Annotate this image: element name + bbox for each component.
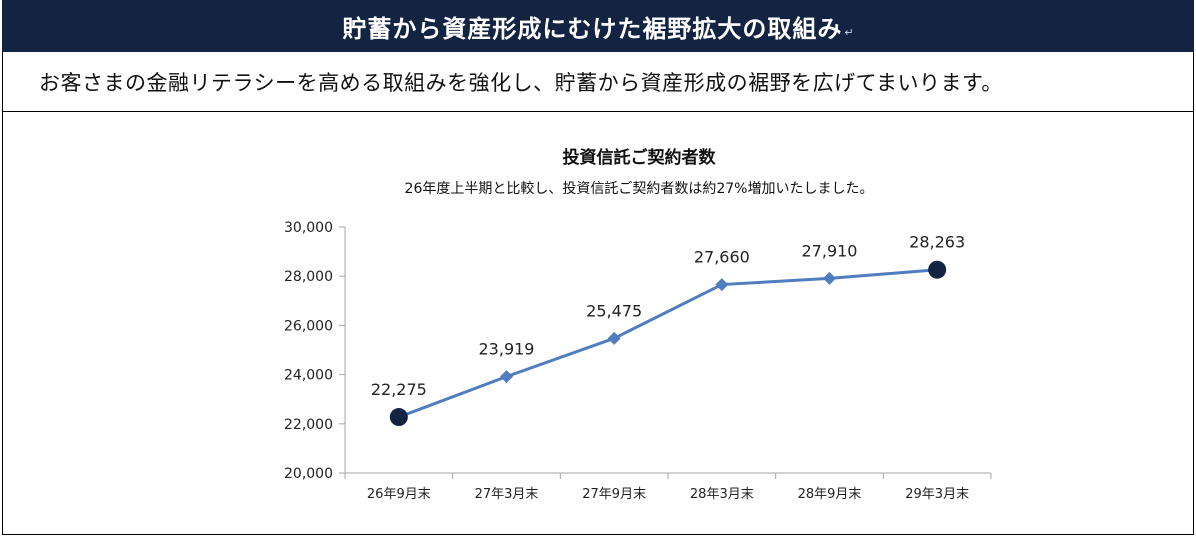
data-label: 27,910 — [802, 241, 858, 260]
y-tick-label: 22,000 — [284, 417, 333, 433]
data-label: 23,919 — [479, 340, 535, 359]
data-point — [715, 278, 729, 292]
y-tick-label: 26,000 — [284, 318, 333, 334]
data-point — [500, 370, 513, 384]
x-tick-label: 28年9月末 — [798, 487, 862, 502]
series-line — [398, 268, 938, 419]
header-bar: 貯蓄から資産形成にむけた裾野拡大の取組み ↵ — [2, 0, 1194, 52]
data-label: 22,275 — [371, 380, 427, 399]
y-tick-label: 28,000 — [284, 269, 333, 285]
x-tick-label: 29年3月末 — [905, 487, 969, 502]
y-tick-label: 30,000 — [284, 220, 333, 236]
data-point — [389, 408, 408, 427]
page-title: 貯蓄から資産形成にむけた裾野拡大の取組み — [342, 14, 843, 43]
intro-text: お客さまの金融リテラシーを高める取組みを強化し、貯蓄から資産形成の裾野を広げてま… — [39, 70, 1003, 95]
y-tick-label: 20,000 — [284, 466, 333, 482]
x-tick-label: 27年9月末 — [582, 487, 646, 502]
data-label: 28,263 — [909, 233, 965, 252]
chart-title: 投資信託ご契約者数 — [563, 147, 717, 168]
chart-panel: 投資信託ご契約者数 26年度上半期と比較し、投資信託ご契約者数は約27%増加いた… — [2, 111, 1194, 535]
data-point — [823, 271, 836, 285]
data-label: 25,475 — [586, 301, 642, 320]
x-tick-label: 28年3月末 — [690, 487, 754, 502]
chart-subtitle: 26年度上半期と比較し、投資信託ご契約者数は約27%増加いたしました。 — [405, 181, 874, 197]
plot-area: 20,000 22,000 24,000 26,000 28,000 30,000 26年9… — [284, 220, 992, 502]
data-label: 27,660 — [694, 248, 750, 267]
intro-box: お客さまの金融リテラシーを高める取組みを強化し、貯蓄から資産形成の裾野を広げてま… — [2, 52, 1194, 112]
x-tick-label: 27年3月末 — [475, 487, 539, 502]
data-point — [607, 331, 621, 345]
y-tick-label: 24,000 — [284, 368, 333, 384]
return-mark: ↵ — [844, 25, 854, 39]
data-point — [928, 260, 947, 279]
line-chart: 投資信託ご契約者数 26年度上半期と比較し、投資信託ご契約者数は約27%増加いた… — [284, 147, 992, 502]
x-tick-label: 26年9月末 — [367, 487, 431, 502]
